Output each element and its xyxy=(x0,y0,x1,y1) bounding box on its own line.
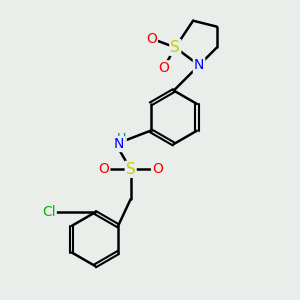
Text: S: S xyxy=(170,40,180,55)
Text: O: O xyxy=(152,162,163,176)
Text: O: O xyxy=(158,61,169,75)
Text: O: O xyxy=(98,162,110,176)
Text: S: S xyxy=(126,162,136,177)
Text: Cl: Cl xyxy=(42,206,56,219)
Text: H: H xyxy=(116,132,126,145)
Text: O: O xyxy=(146,32,157,46)
Text: N: N xyxy=(114,137,124,151)
Text: N: N xyxy=(194,58,204,72)
